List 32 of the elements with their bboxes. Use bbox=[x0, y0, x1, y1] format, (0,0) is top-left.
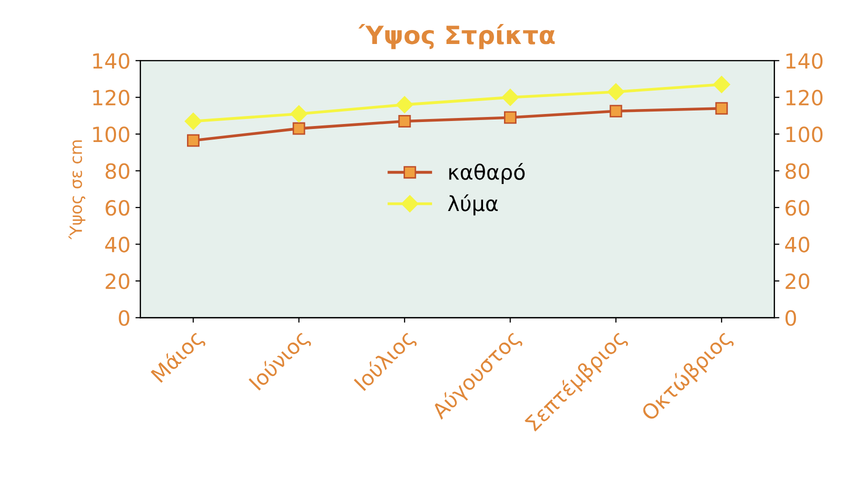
point bbox=[504, 111, 516, 124]
y-tick-label: 80 bbox=[106, 163, 130, 179]
y2-tick-label: 80 bbox=[786, 163, 810, 179]
point bbox=[187, 134, 200, 147]
point bbox=[290, 105, 308, 122]
point bbox=[184, 112, 202, 130]
point bbox=[713, 76, 730, 94]
y-tick-label: 120 bbox=[93, 90, 130, 106]
y2-tick-label: 20 bbox=[786, 273, 810, 290]
point bbox=[607, 83, 624, 100]
y-tick-label: 100 bbox=[93, 126, 130, 142]
legend-label: λύμα bbox=[448, 194, 498, 216]
point bbox=[715, 102, 728, 115]
legend-label: καθαρό bbox=[449, 162, 525, 184]
y-tick-label: 140 bbox=[93, 53, 130, 69]
y-axis-title: Ύψος σε cm bbox=[68, 140, 86, 240]
point bbox=[292, 122, 306, 135]
point bbox=[396, 96, 414, 114]
y2-tick-label: 120 bbox=[786, 90, 823, 106]
chart-title: Ύψος Στρίκτα bbox=[358, 24, 555, 50]
y2-tick-label: 100 bbox=[786, 126, 823, 142]
point bbox=[502, 88, 519, 106]
y2-tick-label: 140 bbox=[786, 53, 823, 69]
y2-tick-label: 60 bbox=[786, 200, 810, 216]
point bbox=[398, 114, 411, 128]
y2-tick-label: 0 bbox=[786, 310, 796, 326]
y-tick-label: 40 bbox=[105, 236, 130, 252]
y-tick-label: 60 bbox=[106, 200, 130, 216]
y-tick-label: 0 bbox=[118, 310, 130, 326]
y-tick-label: 20 bbox=[106, 273, 130, 290]
point bbox=[610, 104, 622, 118]
y2-tick-label: 40 bbox=[785, 236, 810, 252]
